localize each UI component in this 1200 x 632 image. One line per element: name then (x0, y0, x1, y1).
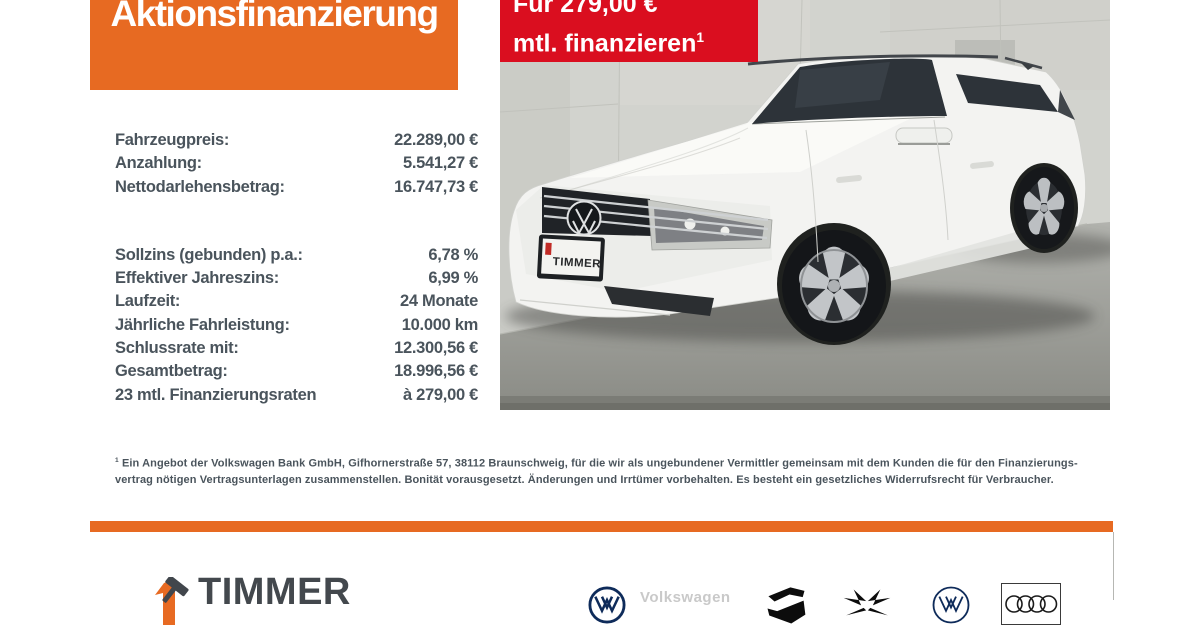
divider-bar (90, 521, 1113, 532)
financing-value: 5.541,27 € (403, 154, 478, 173)
volkswagen-wordmark: Volkswagen (640, 589, 731, 606)
price-badge-line1: Für 279,00 € (513, 0, 658, 18)
financing-label: Nettodarlehensbetrag: (115, 177, 285, 196)
financing-row: Gesamtbetrag: 18.996,56 € (115, 360, 478, 383)
footer-vertical-divider (1113, 532, 1114, 600)
financing-label: Laufzeit: (115, 292, 181, 311)
dealer-logo-text: TIMMER (198, 571, 351, 613)
car: TIMMER (508, 54, 1086, 345)
vehicle-photo-illustration: TIMMER (500, 0, 1110, 410)
financing-label: Fahrzeugpreis: (115, 131, 230, 149)
financing-value: à 279,00 € (403, 385, 478, 404)
front-grille (542, 187, 773, 251)
cupra-logo (842, 585, 892, 624)
roof-rail (747, 54, 999, 66)
side-mirror (895, 127, 953, 144)
footnote-line-2: vertrag nötigen Vertragsunterlagen zusam… (115, 474, 1054, 487)
financing-label: Gesamtbetrag: (115, 362, 228, 381)
footnote-line-1: 1 Ein Angebot der Volkswagen Bank GmbH, … (115, 457, 1078, 470)
audi-logo (1001, 583, 1061, 630)
license-plate-text: TIMMER (552, 256, 601, 271)
financing-row: Sollzins (gebunden) p.a.: 6,78 % (115, 244, 478, 267)
side-windows (956, 74, 1058, 112)
front-air-intake (604, 286, 714, 316)
financing-value: 6,99 % (428, 269, 478, 288)
financing-value: 16.747,73 € (394, 177, 478, 196)
financing-label: 23 mtl. Finanzierungsraten (115, 385, 317, 404)
financing-row: Schlussrate mit: 12.300,56 € (115, 337, 478, 360)
financing-label: Jährliche Fahrleistung: (115, 315, 290, 334)
financing-label: Effektiver Jahreszins: (115, 269, 279, 288)
financing-label: Anzahlung: (115, 154, 202, 173)
vw-logo (587, 585, 627, 630)
promo-banner: Aktionsfinanzierung (90, 0, 458, 90)
financing-value: 18.996,56 € (394, 362, 478, 381)
financing-row: Anzahlung: 5.541,27 € (115, 152, 478, 175)
front-wheel (782, 230, 886, 342)
financing-value: 12.300,56 € (394, 339, 478, 358)
hammer-one-icon (155, 577, 189, 625)
table-group-gap (115, 199, 478, 244)
financing-row: Nettodarlehensbetrag: 16.747,73 € (115, 176, 478, 199)
finance-offer-flyer: { "promo_banner": { "headline": "Aktions… (90, 0, 1114, 625)
price-badge-line2: mtl. finanzieren1 (513, 29, 705, 58)
financing-row: Jährliche Fahrleistung: 10.000 km (115, 314, 478, 337)
financing-row: Fahrzeugpreis: 22.289,00 € (115, 129, 478, 152)
vw-commercial-logo (931, 585, 971, 630)
financing-value: 24 Monate (400, 292, 478, 311)
financing-value: 6,78 % (428, 245, 478, 264)
financing-value: 22.289,00 € (394, 131, 478, 149)
dealer-logo: TIMMER (148, 572, 351, 625)
footnote: 1 Ein Angebot der Volkswagen Bank GmbH, … (115, 453, 1078, 489)
promo-headline: Aktionsfinanzierung (110, 0, 439, 34)
financing-label: Sollzins (gebunden) p.a.: (115, 245, 303, 264)
vehicle-photo: TIMMER (500, 0, 1110, 410)
financing-value: 10.000 km (401, 315, 479, 334)
price-badge: Für 279,00 € mtl. finanzieren1 (500, 0, 758, 62)
roof-antenna (1020, 62, 1034, 70)
license-plate: TIMMER (536, 234, 605, 282)
financing-row: Laufzeit: 24 Monate (115, 290, 478, 313)
seat-logo (764, 583, 808, 632)
rear-wheel (1014, 167, 1074, 249)
vw-badge (566, 200, 602, 236)
footnote-marker: 1 (696, 30, 705, 45)
footnote-marker: 1 (115, 457, 119, 464)
financing-table: Fahrzeugpreis: 22.289,00 € Anzahlung: 5.… (115, 129, 478, 407)
financing-row: Effektiver Jahreszins: 6,99 % (115, 267, 478, 290)
financing-row: 23 mtl. Finanzierungsraten à 279,00 € (115, 384, 478, 407)
financing-label: Schlussrate mit: (115, 339, 239, 358)
